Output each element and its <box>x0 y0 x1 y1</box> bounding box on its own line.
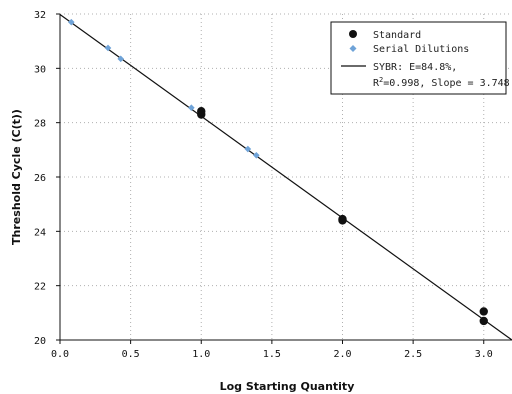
x-axis-title: Log Starting Quantity <box>220 380 355 393</box>
y-tick-label: 22 <box>34 282 46 293</box>
y-tick-label: 32 <box>34 10 46 21</box>
legend-fit-stats: =0.998, Slope = 3.748 <box>383 78 509 89</box>
points-layer <box>68 18 488 326</box>
legend-fit-label-line1: SYBR: E=84.8%, <box>373 62 457 73</box>
legend-dilution-marker <box>349 45 357 52</box>
x-tick-label: 2.0 <box>333 349 351 360</box>
x-tick-labels: 0.0 0.5 1.0 1.5 2.0 2.5 3.0 <box>51 340 493 360</box>
x-tick-label: 3.0 <box>475 349 493 360</box>
y-tick-label: 20 <box>34 336 46 347</box>
standard-point <box>338 214 347 224</box>
x-tick-label: 1.0 <box>192 349 210 360</box>
serial-dilution-point <box>244 145 252 153</box>
serial-dilution-point <box>188 104 195 112</box>
serial-dilution-point <box>117 55 125 63</box>
y-tick-label: 30 <box>34 64 46 75</box>
x-tick-label: 1.5 <box>263 349 281 360</box>
legend-standard-label: Standard <box>373 30 421 41</box>
y-tick-label: 28 <box>34 119 46 130</box>
x-tick-label: 2.5 <box>404 349 422 360</box>
legend-box <box>330 21 507 95</box>
legend-standard-marker <box>349 30 357 38</box>
x-tick-label: 0.5 <box>122 349 140 360</box>
legend-r-superscript: 2 <box>379 76 383 84</box>
serial-dilution-point <box>253 151 260 159</box>
fit-line-layer <box>59 14 512 341</box>
y-tick-labels: 20 22 24 26 28 30 32 <box>34 10 60 347</box>
standard-point <box>479 316 488 326</box>
legend: Standard Serial Dilutions SYBR: E=84.8%,… <box>330 21 510 95</box>
x-tick-label: 0.0 <box>51 349 69 360</box>
y-axis-title: Threshold Cycle (C(t)) <box>10 109 23 245</box>
fit-line <box>59 14 512 341</box>
standard-point <box>479 307 488 316</box>
serial-dilution-point <box>68 18 75 26</box>
serial-dilution-point <box>104 44 112 52</box>
legend-fit-label-line2: R2=0.998, Slope = 3.748 <box>373 76 510 89</box>
y-tick-label: 26 <box>34 173 46 184</box>
y-tick-label: 24 <box>34 227 46 238</box>
legend-r-symbol: R <box>373 78 380 89</box>
standard-point <box>197 107 206 116</box>
legend-dilution-label: Serial Dilutions <box>373 44 469 55</box>
